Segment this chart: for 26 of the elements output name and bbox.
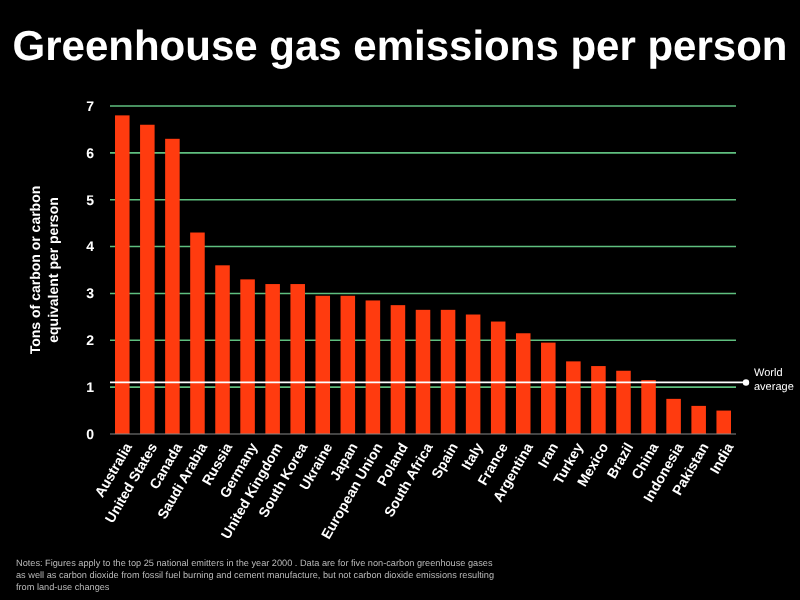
bar (165, 138, 180, 434)
bar (190, 232, 205, 434)
chart-title: Greenhouse gas emissions per person (12, 24, 788, 70)
bar (691, 405, 706, 434)
bar (340, 295, 356, 434)
bar (365, 300, 381, 434)
bar (115, 115, 130, 434)
bar (541, 342, 556, 434)
bar (666, 398, 681, 434)
bar (290, 284, 305, 434)
bar (716, 410, 731, 434)
bar (616, 370, 631, 434)
bar (566, 361, 581, 434)
bar (490, 321, 506, 434)
bar (140, 124, 155, 434)
bar (415, 309, 431, 434)
bar (215, 265, 230, 434)
bar (240, 279, 255, 434)
bar (515, 333, 531, 434)
bar (315, 295, 331, 434)
bar (390, 305, 406, 434)
bar (265, 284, 280, 434)
bar (440, 309, 456, 434)
bar (641, 380, 656, 434)
bar (591, 366, 606, 434)
bar (465, 314, 481, 434)
